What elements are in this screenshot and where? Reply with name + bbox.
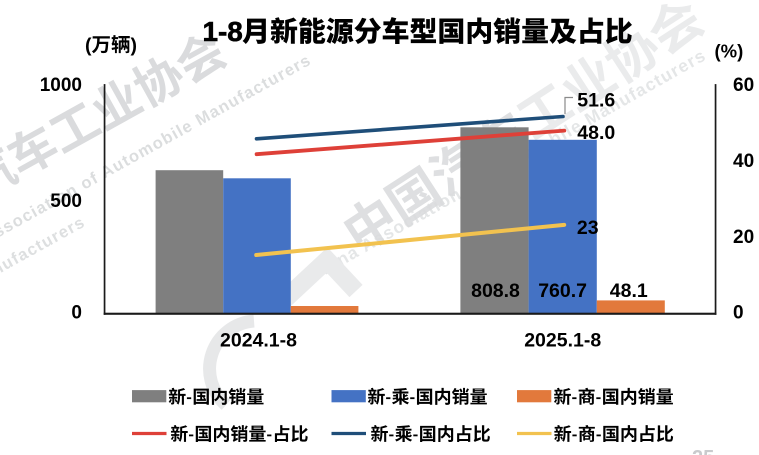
svg-text:60: 60 <box>733 75 754 96</box>
svg-text:0: 0 <box>71 303 82 324</box>
svg-text:0: 0 <box>733 303 744 324</box>
svg-text:23: 23 <box>577 217 599 239</box>
svg-text:25: 25 <box>692 447 714 455</box>
svg-text:(%): (%) <box>715 41 744 62</box>
svg-text:): ) <box>130 35 137 57</box>
svg-text:500: 500 <box>50 191 82 212</box>
svg-text:1-8: 1-8 <box>203 16 243 47</box>
svg-text:40: 40 <box>733 151 754 172</box>
svg-text:808.8: 808.8 <box>471 280 520 302</box>
svg-text:48.1: 48.1 <box>610 280 648 302</box>
svg-text:1000: 1000 <box>40 75 82 96</box>
svg-text:2025.1-8: 2025.1-8 <box>524 329 601 351</box>
svg-text:48.0: 48.0 <box>577 122 615 144</box>
svg-text:20: 20 <box>733 227 754 248</box>
svg-text:760.7: 760.7 <box>538 280 587 302</box>
svg-text:2024.1-8: 2024.1-8 <box>220 329 297 351</box>
svg-text:(: ( <box>85 35 92 57</box>
svg-text:51.6: 51.6 <box>577 89 615 111</box>
svg-text:China Association of Automobil: China Association of Automobile Manufact… <box>0 213 88 437</box>
